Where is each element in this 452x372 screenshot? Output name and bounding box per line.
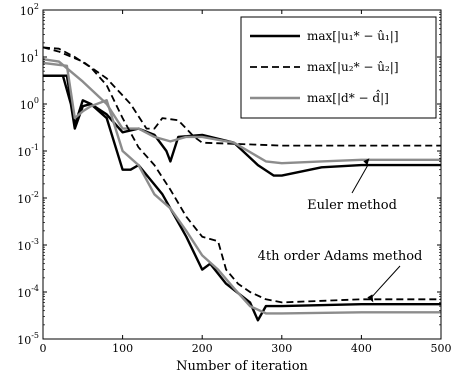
series-line-adams-1 xyxy=(43,74,441,322)
y-tick-label-base: 10 xyxy=(17,193,31,206)
series-line-euler-2 xyxy=(42,46,441,147)
y-tick-label: 100 xyxy=(20,96,39,112)
legend-label-3: max[|d* − d̂|] xyxy=(307,88,389,105)
x-tick-label: 400 xyxy=(351,342,372,355)
y-tick-label-exponent: 0 xyxy=(34,96,39,105)
y-tick-label-exponent: -4 xyxy=(31,284,39,293)
x-tick-label: 100 xyxy=(112,342,133,355)
annotation-euler-arrow xyxy=(351,164,369,194)
annotations: Euler method 4th order Adams method xyxy=(258,158,423,303)
y-tick-label-exponent: 2 xyxy=(34,2,39,11)
legend-label-1: max[|u₁* − û₁|] xyxy=(307,29,399,43)
annotation-adams-arrow xyxy=(371,265,401,297)
x-tick-label: 200 xyxy=(192,342,213,355)
y-tick-label: 10-1 xyxy=(17,143,39,159)
y-tick-label-base: 10 xyxy=(17,287,31,300)
plot-frame xyxy=(42,9,442,340)
x-tick-label: 0 xyxy=(40,342,47,355)
annotation-adams-arrowhead xyxy=(367,294,374,303)
y-tick-label-base: 10 xyxy=(17,240,31,253)
series-line-euler-3 xyxy=(42,58,441,165)
x-tick-label: 300 xyxy=(271,342,292,355)
y-tick-label-exponent: -5 xyxy=(31,331,39,340)
y-tick-label-base: 10 xyxy=(20,99,34,112)
y-tick-label-exponent: -1 xyxy=(31,143,39,152)
legend-label-2: max[|u₂* − û₂|] xyxy=(307,60,399,74)
x-tick-label: 500 xyxy=(431,342,452,355)
axes: 0 100 200 300 400 50010-510-410-310-210-11001… xyxy=(17,2,451,372)
y-tick-label: 102 xyxy=(20,2,39,18)
y-tick-label-base: 10 xyxy=(17,146,31,159)
y-tick-label: 101 xyxy=(20,49,39,65)
plot-area xyxy=(42,46,441,322)
series-line-euler-1 xyxy=(43,74,441,177)
y-tick-label-base: 10 xyxy=(20,52,34,65)
y-tick-label-base: 10 xyxy=(17,334,31,347)
legend: max[|u₁* − û₁|] max[|u₂* − û₂|] max[|d* − … xyxy=(240,16,437,119)
y-tick-label: 10-3 xyxy=(17,237,39,253)
annotation-euler-arrowhead xyxy=(363,158,370,166)
y-tick-label-exponent: 1 xyxy=(34,49,39,58)
x-axis-title: Number of iteration xyxy=(176,359,308,372)
series-line-adams-3 xyxy=(42,61,441,315)
series-line-adams-2 xyxy=(42,46,441,304)
y-tick-label: 10-2 xyxy=(17,190,39,206)
annotation-adams: 4th order Adams method xyxy=(258,249,423,264)
y-tick-label-exponent: -2 xyxy=(31,190,39,199)
annotation-euler: Euler method xyxy=(307,198,397,213)
y-tick-label: 10-5 xyxy=(17,331,39,347)
y-tick-label-exponent: -3 xyxy=(31,237,39,246)
y-tick-label: 10-4 xyxy=(17,284,39,300)
y-tick-label-base: 10 xyxy=(20,5,34,18)
